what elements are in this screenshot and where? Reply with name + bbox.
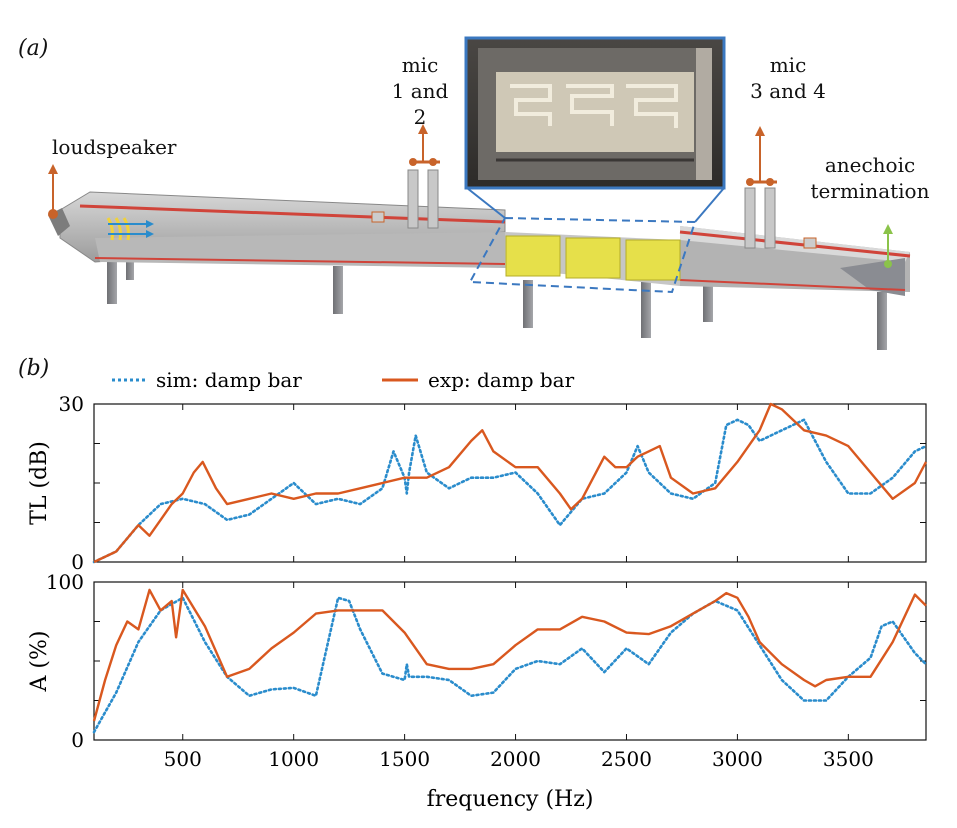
absorption-plot-frame (93, 581, 927, 741)
loudspeaker-label: loudspeaker (52, 135, 177, 159)
exp-damp-bar-line (92, 588, 927, 722)
charts-svg: sim: damp bar exp: damp bar TL (dB) 030 … (27, 368, 928, 812)
xaxis-label: frequency (Hz) (427, 787, 594, 812)
absorption-chart: A (%) frequency (Hz) 0 100 500 1000 1500 2000… (27, 570, 928, 812)
y-tick-label: 30 (59, 392, 84, 416)
mic-3-4-line1: mic (769, 53, 807, 77)
duct-legs (107, 258, 887, 350)
mic-1-2-label: mic 1 and 2 (385, 52, 455, 130)
anechoic-arrow-icon (883, 224, 893, 268)
apparatus-illustration (48, 36, 911, 350)
x-tick-label: 1500 (379, 747, 430, 771)
tl-ylabel: TL (dB) (27, 441, 52, 525)
sim-damp-bar-line (92, 596, 928, 734)
anechoic-line2: termination (810, 179, 930, 203)
mic-1-2-line1: mic (401, 53, 439, 77)
port-cap (803, 237, 817, 249)
x-tick-label: 1000 (268, 747, 319, 771)
absorber-blocks (505, 235, 681, 281)
mic-3-4-label: mic 3 and 4 (748, 52, 828, 104)
legend-sim-label: sim: damp bar (156, 368, 302, 392)
mic-1-2-line2: 1 and 2 (391, 79, 449, 129)
tl-chart: TL (dB) 0 30 (27, 392, 928, 574)
x-tick-label: 3000 (712, 747, 763, 771)
sim-damp-bar-line (92, 418, 928, 564)
panel-b-label: (b) (18, 356, 50, 381)
microphones-3-4 (744, 126, 777, 249)
y-tick-label: 0 (71, 728, 84, 752)
x-tick-label: 500 (164, 747, 202, 771)
panel-a-label: (a) (18, 36, 49, 61)
loudspeaker-arrow-icon (48, 164, 58, 219)
x-tick-label: 2500 (601, 747, 652, 771)
y-tick-label: 0 (71, 550, 84, 574)
x-tick-label: 2000 (490, 747, 541, 771)
port-cap (371, 211, 385, 223)
microphones-1-2 (407, 124, 440, 229)
mic-3-4-line2: 3 and 4 (750, 79, 826, 103)
impedance-tube (48, 191, 911, 296)
chart-legend: sim: damp bar exp: damp bar (112, 368, 575, 392)
legend-exp-label: exp: damp bar (428, 368, 575, 392)
anechoic-line1: anechoic (824, 153, 916, 177)
zoom-region-outline (466, 187, 725, 294)
anechoic-label: anechoic termination (805, 152, 935, 204)
sound-wave-icon (106, 217, 154, 241)
y-tick-label: 100 (46, 570, 84, 594)
x-tick-label: 3500 (823, 747, 874, 771)
absorption-ylabel: A (%) (27, 631, 52, 693)
exp-damp-bar-line (93, 402, 928, 564)
sample-photo-inset (464, 36, 726, 190)
